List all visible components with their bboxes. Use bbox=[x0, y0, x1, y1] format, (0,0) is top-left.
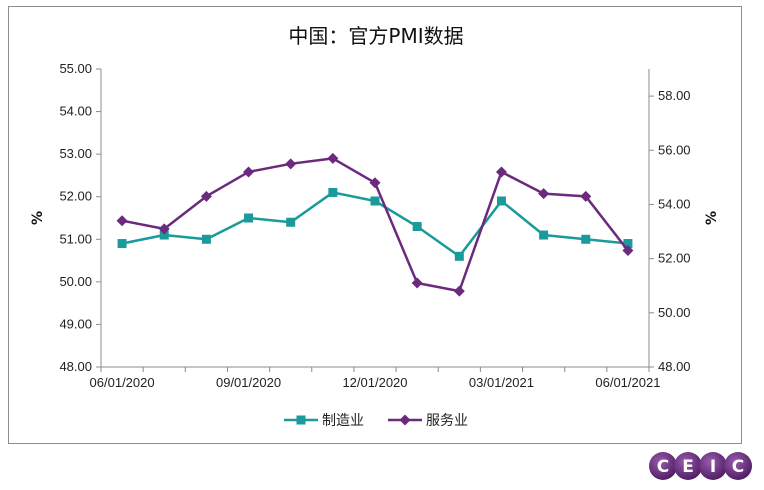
x-tick-label: 06/01/2021 bbox=[595, 375, 660, 390]
right-y-tick-label: 58.00 bbox=[658, 88, 691, 103]
x-tick-label: 03/01/2021 bbox=[469, 375, 534, 390]
left-y-tick-label: 51.00 bbox=[59, 231, 92, 246]
chart-title: 中国：官方PMI数据 bbox=[288, 24, 463, 48]
left-y-tick-label: 50.00 bbox=[59, 274, 92, 289]
logo-circle bbox=[699, 452, 727, 480]
series-0-point bbox=[244, 213, 254, 223]
left-y-tick-label: 49.00 bbox=[59, 316, 92, 331]
chart-frame bbox=[8, 6, 742, 444]
left-axis-label: % bbox=[30, 211, 46, 225]
x-tick-label: 12/01/2020 bbox=[342, 375, 407, 390]
legend-marker-1 bbox=[399, 414, 411, 426]
x-tick-label: 09/01/2020 bbox=[216, 375, 281, 390]
legend-label-0: 制造业 bbox=[322, 413, 364, 429]
left-y-tick-label: 52.00 bbox=[59, 189, 92, 204]
logo-circle bbox=[649, 452, 677, 480]
series-1-point bbox=[622, 245, 634, 257]
legend-layer: 制造业 服务业 bbox=[284, 413, 468, 429]
series-1-point bbox=[411, 277, 423, 289]
left-y-tick-label: 54.00 bbox=[59, 104, 92, 119]
series-0-point bbox=[117, 239, 127, 249]
series-0-point bbox=[412, 222, 422, 232]
logo-circle bbox=[724, 452, 752, 480]
logo-letter: I bbox=[710, 457, 716, 477]
series-0-point bbox=[496, 196, 506, 206]
series-1-point bbox=[116, 215, 128, 227]
right-axis-label: % bbox=[704, 211, 720, 225]
series-1-point bbox=[538, 188, 550, 200]
logo-letter: E bbox=[682, 457, 694, 477]
left-y-tick-label: 53.00 bbox=[59, 146, 92, 161]
legend-marker-0 bbox=[296, 415, 306, 425]
series-0-point bbox=[623, 239, 633, 249]
logo-circle bbox=[674, 452, 702, 480]
series-1-point bbox=[158, 223, 170, 235]
series-0-point bbox=[454, 251, 464, 261]
series-1-point bbox=[327, 152, 339, 164]
logo-letter: C bbox=[732, 457, 744, 477]
series-1-point bbox=[580, 190, 592, 202]
series-1-point bbox=[495, 166, 507, 178]
x-tick-label: 06/01/2020 bbox=[90, 375, 155, 390]
left-y-tick-label: 48.00 bbox=[59, 359, 92, 374]
series-1-point bbox=[200, 190, 212, 202]
series-0-point bbox=[581, 234, 591, 244]
series-1-point bbox=[453, 285, 465, 297]
right-y-tick-label: 56.00 bbox=[658, 142, 691, 157]
axes-layer: 48.00 49.00 50.00 51.00 52.00 53.00 54.00 55.00… bbox=[30, 61, 720, 390]
series-0-point bbox=[159, 230, 169, 240]
right-y-tick-label: 54.00 bbox=[658, 196, 691, 211]
series-0-point bbox=[286, 217, 296, 227]
series-0-point bbox=[370, 196, 380, 206]
series-1-point bbox=[285, 158, 297, 170]
logo-letter: C bbox=[657, 457, 669, 477]
right-y-tick-label: 48.00 bbox=[658, 359, 691, 374]
series-1-point bbox=[369, 177, 381, 189]
series-0-point bbox=[539, 230, 549, 240]
right-y-tick-label: 50.00 bbox=[658, 305, 691, 320]
series-0-point bbox=[201, 234, 211, 244]
right-y-tick-label: 52.00 bbox=[658, 251, 691, 266]
legend-label-1: 服务业 bbox=[426, 413, 468, 429]
series-1-point bbox=[243, 166, 255, 178]
series-0-point bbox=[328, 187, 338, 197]
series-layer bbox=[116, 152, 634, 297]
left-y-tick-label: 55.00 bbox=[59, 61, 92, 76]
